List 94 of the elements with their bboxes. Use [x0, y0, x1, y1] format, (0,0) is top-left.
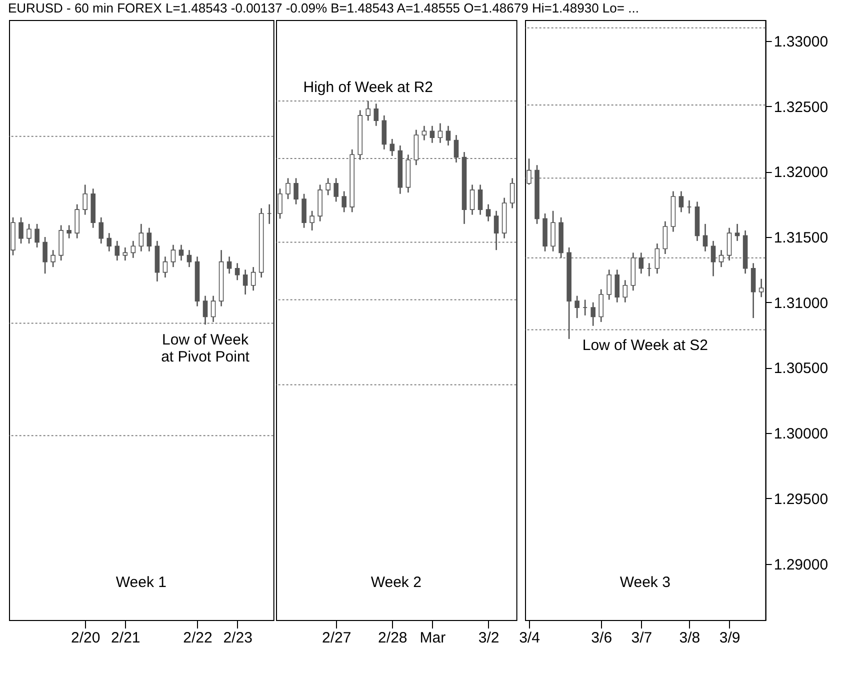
candlestick — [202, 295, 208, 326]
x-tick-label: Mar — [420, 630, 446, 646]
annotation: Week 1 — [116, 574, 166, 591]
y-tick-label: 1.29000 — [774, 556, 828, 574]
candlestick — [606, 269, 612, 300]
candlestick — [718, 249, 724, 268]
candlestick — [622, 279, 628, 304]
y-tick-label: 1.30500 — [774, 360, 828, 378]
x-tick-label: 3/6 — [591, 630, 612, 646]
candlestick — [234, 262, 240, 281]
candlestick — [66, 224, 72, 239]
y-tick-label: 1.33000 — [774, 33, 828, 50]
x-tick-label: 3/4 — [519, 630, 540, 646]
y-tick-label: 1.32000 — [774, 164, 828, 182]
candlestick — [342, 190, 346, 213]
candlestick — [390, 138, 395, 157]
candlestick — [178, 244, 184, 262]
annotation: Low of Week at S2 — [582, 336, 708, 354]
candlestick — [366, 100, 371, 122]
candlestick — [242, 269, 248, 296]
candlestick — [654, 242, 660, 274]
candlestick — [470, 184, 475, 216]
candlestick — [170, 244, 176, 268]
candlestick — [758, 278, 764, 298]
candlestick — [478, 184, 483, 216]
y-tick-label: 1.32500 — [774, 98, 828, 116]
y-tick-label: 1.30000 — [774, 426, 828, 443]
candlestick — [750, 262, 756, 319]
x-tick-label: 2/27 — [322, 630, 352, 646]
x-tick-label: 2/22 — [183, 630, 212, 646]
x-tick-label: 3/8 — [679, 630, 700, 646]
candlestick — [82, 184, 88, 216]
annotation: High of Week at R2 — [303, 79, 434, 96]
candlestick — [638, 252, 644, 274]
candlestick — [550, 210, 556, 252]
candlestick — [114, 240, 120, 262]
x-tick-label: 2/23 — [223, 630, 252, 646]
x-tick-label: 2/21 — [111, 630, 140, 646]
candlestick — [726, 227, 732, 262]
candlestick — [162, 256, 168, 278]
candlestick — [734, 223, 740, 242]
candlestick — [74, 204, 80, 239]
candlestick — [286, 178, 290, 200]
annotation: Low of Week at Pivot Point — [161, 332, 250, 366]
candlestick — [382, 114, 387, 150]
candlestick — [26, 223, 32, 244]
candlestick — [34, 223, 40, 248]
candlestick — [138, 223, 144, 252]
y-tick-label: 1.29500 — [774, 490, 828, 508]
candlestick — [590, 302, 596, 327]
candlestick — [302, 193, 306, 228]
candlestick — [374, 103, 379, 127]
candlestick — [422, 125, 427, 141]
y-tick-label: 1.31000 — [774, 294, 828, 312]
candlestick — [438, 122, 443, 144]
x-tick-label: 3/2 — [478, 630, 500, 646]
x-tick-label: 3/7 — [631, 630, 652, 646]
candlestick — [678, 190, 684, 213]
text: EURUSD - 60 min FOREX L=1.48543 -0.00137 -0.09% B=1.48543 A=1.48555 O=1.48679 Hi=1.48930 Lo= ... — [8, 0, 639, 16]
candlestick — [526, 158, 532, 186]
candlestick — [574, 295, 580, 319]
candlestick — [430, 125, 435, 144]
x-tick-label: 2/28 — [378, 630, 408, 646]
candlestick — [106, 232, 112, 252]
candlestick — [226, 256, 232, 274]
candlestick — [326, 178, 330, 196]
candlestick — [18, 216, 24, 244]
candlestick — [494, 210, 499, 251]
annotation: Week 2 — [370, 574, 422, 591]
candlestick — [598, 288, 604, 323]
candlestick — [446, 125, 451, 146]
candlestick — [50, 249, 56, 268]
candlestick — [454, 134, 459, 164]
candlestick — [702, 223, 708, 252]
candlestick — [130, 240, 136, 259]
candlestick — [250, 266, 256, 292]
candlestick — [210, 295, 216, 323]
x-tick-label: 2/20 — [71, 630, 100, 646]
candlestick — [710, 240, 716, 277]
candlestick — [146, 227, 152, 252]
candlestick — [334, 178, 338, 202]
candlestick — [614, 269, 620, 304]
annotation: Week 3 — [620, 574, 670, 591]
candlestick — [278, 188, 282, 220]
y-tick-label: 1.31500 — [774, 229, 828, 246]
candlestick — [294, 178, 298, 205]
candlestick — [662, 220, 668, 255]
candlestick — [42, 236, 48, 274]
candlestick — [486, 204, 491, 222]
candlestick — [510, 178, 515, 209]
candlestick — [310, 210, 314, 232]
x-tick-label: 3/9 — [719, 630, 740, 646]
candlestick — [98, 216, 104, 244]
candlestick — [186, 249, 192, 268]
